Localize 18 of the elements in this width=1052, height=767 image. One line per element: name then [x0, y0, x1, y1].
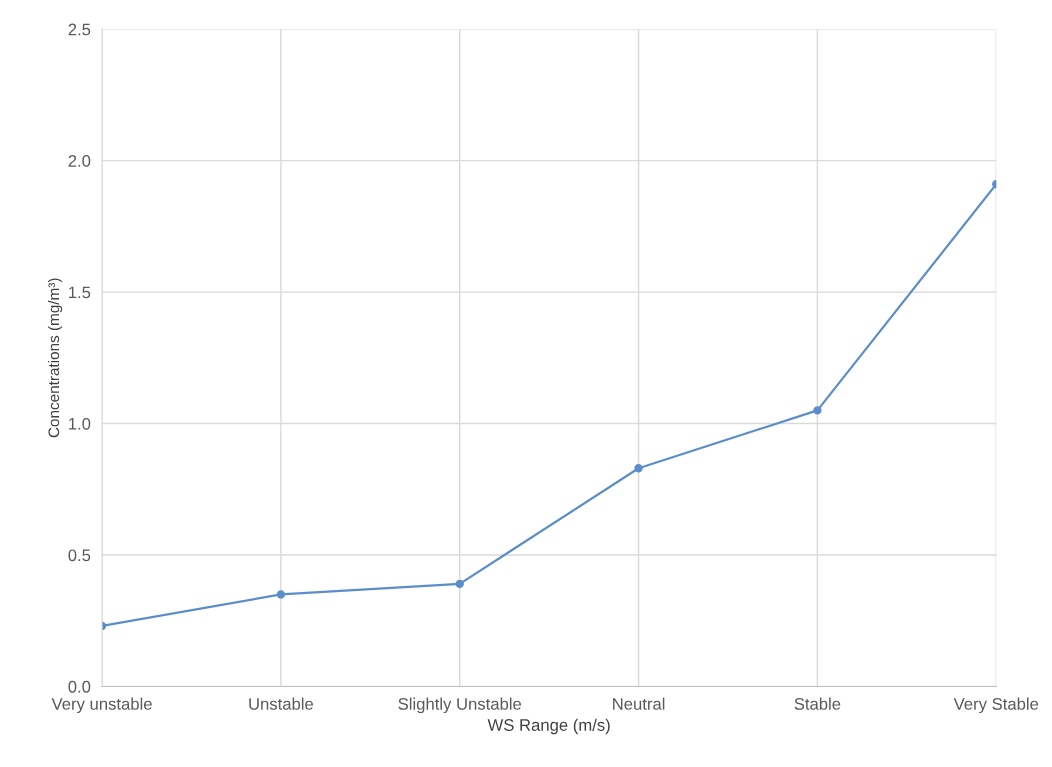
y-tick-label: 1.5	[69, 286, 91, 299]
y-tick-label: 0.0	[68, 680, 91, 693]
x-tick-label: Very Stable	[953, 697, 1039, 714]
y-tick-label: 2.0	[68, 155, 91, 167]
x-tick-label: Neutral	[613, 697, 665, 710]
point	[276, 590, 286, 599]
x-tick-label: Stable	[794, 697, 841, 710]
x-tick-label: Very unstable	[51, 697, 152, 714]
x-axis-title: WS Range (m/s)	[487, 718, 610, 735]
point	[634, 464, 643, 473]
y-tick-label: 1.0	[69, 417, 91, 430]
x-tick-label: Slightly Unstable	[398, 697, 522, 714]
y-axis-title: Concentrations (mg/m³)	[47, 278, 63, 438]
point	[455, 579, 464, 589]
x-tick-label: Unstable	[249, 697, 314, 710]
point	[813, 406, 822, 415]
y-tick-label: 0.5	[68, 549, 91, 562]
y-tick-label: 2.5	[68, 23, 91, 36]
